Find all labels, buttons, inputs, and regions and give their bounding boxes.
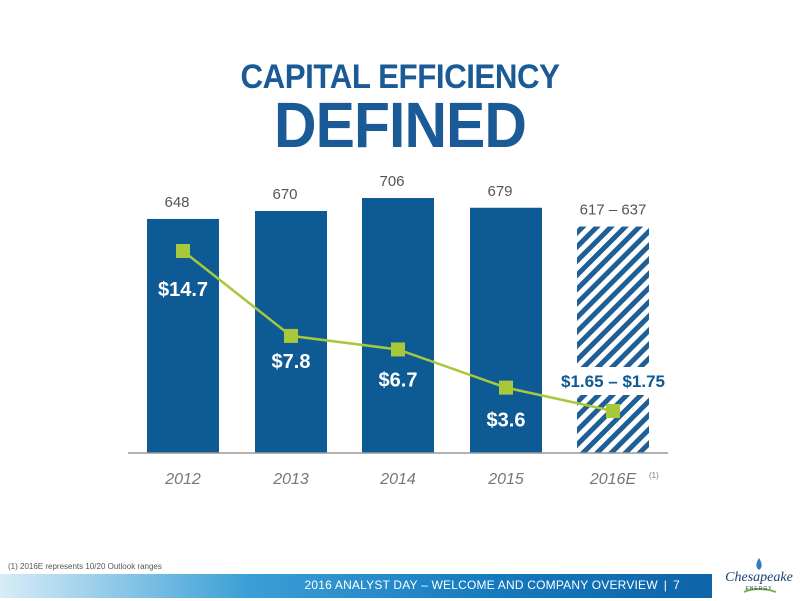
bar-value-label-2014: 706 xyxy=(379,173,404,190)
company-logo: Chesapeake ENERGY xyxy=(722,556,796,596)
bar-2015 xyxy=(470,207,542,453)
logo-flame-icon xyxy=(743,558,777,593)
logo-subtext: ENERGY xyxy=(745,586,773,592)
chart: 648 670 706 679 617 – 637 2012 2013 2014 2015 201… xyxy=(128,173,668,488)
footer-separator: | xyxy=(663,578,668,592)
bar-2016E xyxy=(577,226,649,453)
line-marker-2015 xyxy=(499,380,513,395)
bar-value-label-2012: 648 xyxy=(164,194,189,211)
logo-text: Chesapeake xyxy=(725,570,793,585)
line-value-label-2016E: $1.65 – $1.75 xyxy=(561,372,665,391)
title-line1: CAPITAL EFFICIENCY xyxy=(240,58,560,96)
line-label-bg-2016E xyxy=(561,367,665,395)
line-marker-2014 xyxy=(391,342,405,357)
bar-value-label-2016E: 617 – 637 xyxy=(580,202,647,219)
x-tick-label-2012: 2012 xyxy=(164,471,201,488)
line-value-label-2014: $6.7 xyxy=(379,369,418,391)
bar-2014 xyxy=(362,198,434,453)
footnote: (1) 2016E represents 10/20 Outlook range… xyxy=(8,562,162,571)
bar-value-label-2015: 679 xyxy=(487,183,512,200)
footer-bar xyxy=(0,574,712,598)
page-number: 7 xyxy=(673,578,680,592)
line-value-label-2013: $7.8 xyxy=(272,351,311,373)
line-value-label-2015: $3.6 xyxy=(487,410,526,432)
title-line2: DEFINED xyxy=(274,89,527,161)
line-value-label-2012: $14.7 xyxy=(158,279,208,301)
footer-text: 2016 ANALYST DAY – WELCOME AND COMPANY O… xyxy=(305,578,681,592)
line-marker-2016E xyxy=(606,404,620,418)
x-tick-note-2016E: (1) xyxy=(649,471,659,480)
x-tick-label-2016E: 2016E xyxy=(589,471,637,488)
footer-title: 2016 ANALYST DAY – WELCOME AND COMPANY O… xyxy=(304,578,658,592)
x-tick-label-2015: 2015 xyxy=(487,471,524,488)
bar-value-label-2013: 670 xyxy=(272,186,297,203)
line-marker-2013 xyxy=(284,328,298,343)
x-tick-label-2013: 2013 xyxy=(272,471,309,488)
x-tick-label-2014: 2014 xyxy=(379,471,416,488)
line-marker-2012 xyxy=(176,244,190,258)
